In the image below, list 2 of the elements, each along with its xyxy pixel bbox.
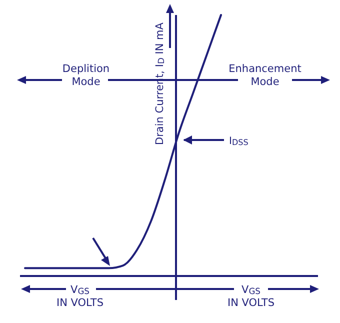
text: Enhancement Mode [228, 63, 302, 88]
annotation: Deplition Mode [62, 63, 110, 88]
